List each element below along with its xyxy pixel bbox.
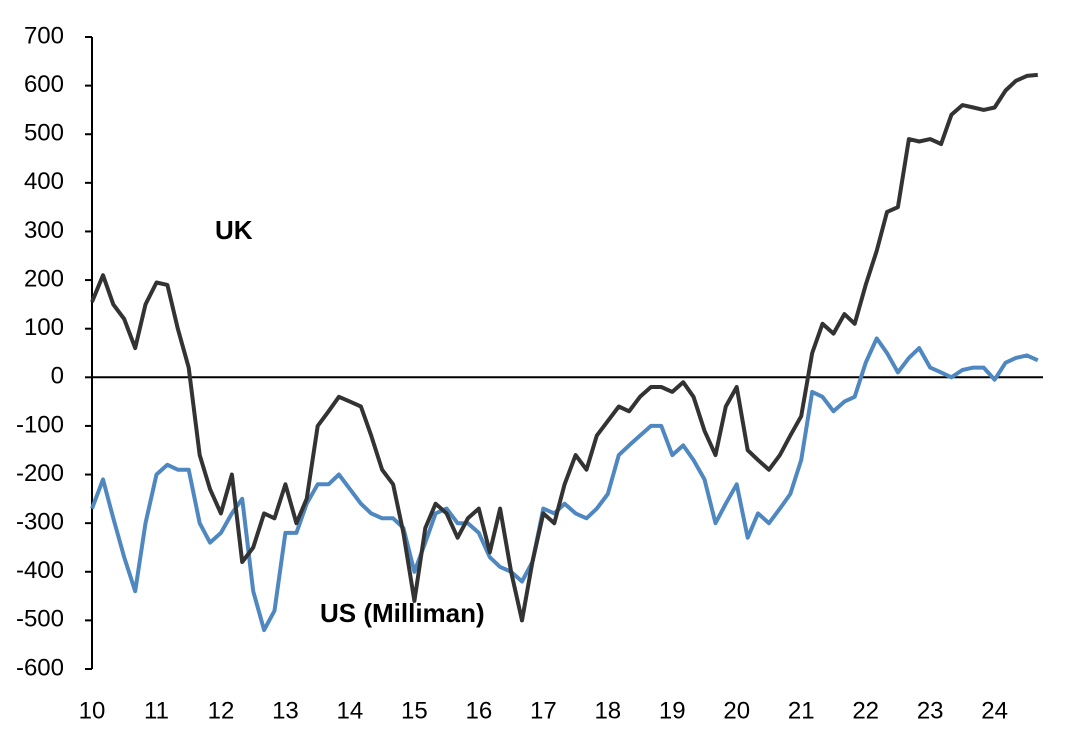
x-tick-label: 17	[530, 697, 557, 724]
y-tick-label: 300	[24, 217, 64, 244]
x-tick-label: 10	[79, 697, 106, 724]
x-tick-label: 21	[788, 697, 815, 724]
y-tick-label: -400	[16, 557, 64, 584]
line-series	[90, 72, 1038, 623]
x-tick-label: 15	[401, 697, 428, 724]
series-label: US (Milliman)	[320, 598, 485, 628]
x-tick-label: 19	[659, 697, 686, 724]
x-tick-label: 23	[917, 697, 944, 724]
y-tick-label: 200	[24, 265, 64, 292]
y-tick-label: 0	[51, 363, 64, 390]
y-tick-label: -600	[16, 654, 64, 681]
y-tick-label: 600	[24, 71, 64, 98]
y-tick-label: 400	[24, 168, 64, 195]
y-tick-label: 100	[24, 314, 64, 341]
x-tick-label: 13	[272, 697, 299, 724]
x-tick-label: 22	[852, 697, 879, 724]
y-tick-label: -500	[16, 606, 64, 633]
x-tick-label: 18	[594, 697, 621, 724]
x-tick-label: 24	[981, 697, 1008, 724]
y-tick-label: -200	[16, 460, 64, 487]
x-tick-label: 12	[208, 697, 235, 724]
x-tick-label: 20	[723, 697, 750, 724]
y-tick-label: -100	[16, 411, 64, 438]
line-series	[90, 336, 1039, 633]
y-tick-label: 500	[24, 120, 64, 147]
x-tick-label: 14	[337, 697, 364, 724]
series-label: UK	[215, 215, 253, 245]
y-tick-label: 700	[24, 22, 64, 49]
x-tick-label: 16	[465, 697, 492, 724]
y-tick-label: -300	[16, 508, 64, 535]
x-tick-label: 11	[144, 697, 169, 724]
